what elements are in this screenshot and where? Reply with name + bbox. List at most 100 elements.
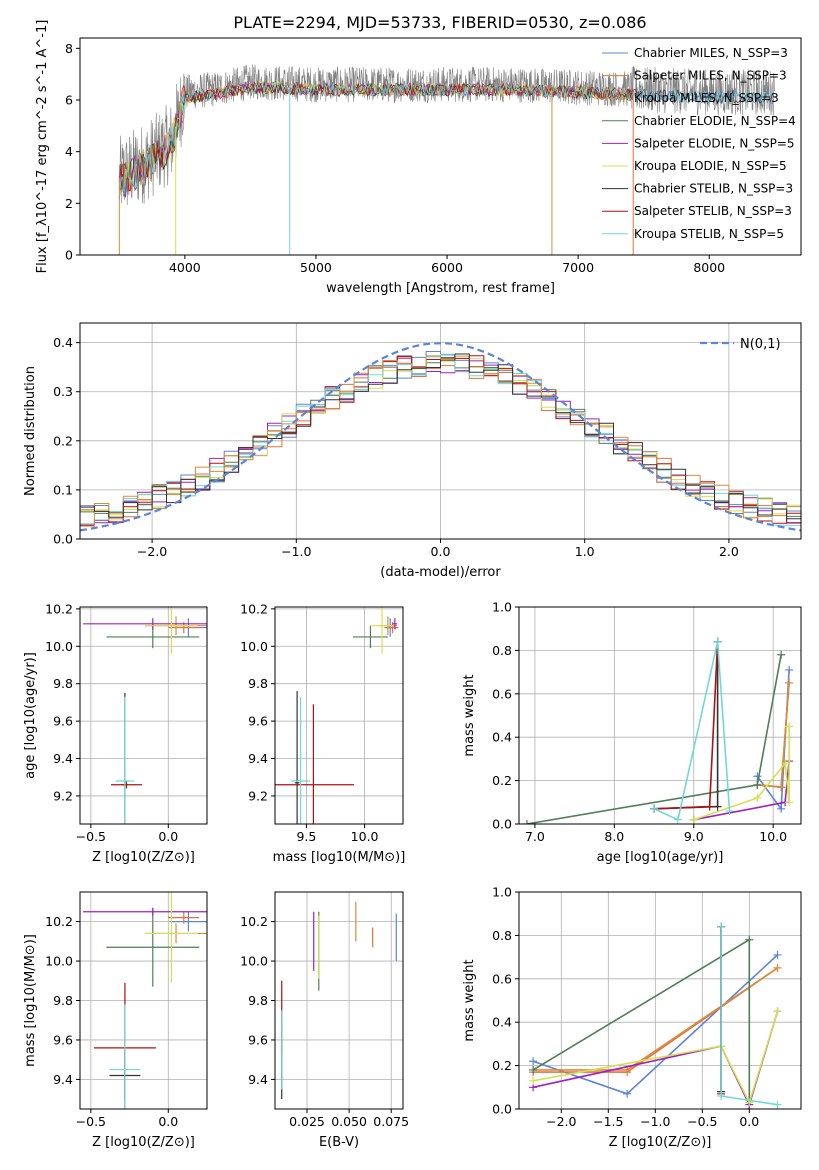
y-tick-label: 0.8 xyxy=(492,928,512,943)
plot-area xyxy=(80,342,801,532)
x-tick-label: 1.0 xyxy=(575,544,595,559)
grid-lines xyxy=(80,892,207,1109)
x-axis-label: Z [log10(Z/Z⊙)] xyxy=(92,850,195,865)
plot-area xyxy=(529,922,782,1109)
y-axis-label: mass [log10(M/M⊙)] xyxy=(23,934,38,1067)
weight-line-kroupa-elodie xyxy=(532,1011,779,1105)
y-tick-label: 9.8 xyxy=(53,676,73,691)
x-axis-label: Z [log10(Z/Z⊙)] xyxy=(92,1135,195,1150)
y-tick-label: 10.0 xyxy=(45,639,73,654)
weight-marker xyxy=(713,637,722,646)
legend-label: Chabrier ELODIE, N_SSP=4 xyxy=(634,114,796,128)
y-tick-label: 0.4 xyxy=(492,1015,512,1030)
y-tick-label: 9.2 xyxy=(53,788,73,803)
y-tick-label: 10.2 xyxy=(45,601,73,616)
weight-marker xyxy=(529,1057,538,1066)
plot-area xyxy=(281,901,397,1100)
x-axis-label: wavelength [Angstrom, rest frame] xyxy=(326,281,555,296)
histogram-steps-chabrier-stelib xyxy=(80,353,801,520)
y-tick-label: 2 xyxy=(65,196,73,211)
weight-marker xyxy=(689,815,698,824)
x-tick-label: 0.0 xyxy=(431,544,451,559)
y-tick-label: 0.6 xyxy=(492,971,512,986)
grid-lines xyxy=(275,892,403,1109)
grid-lines xyxy=(80,607,207,824)
residuals-legend: N(0,1) xyxy=(700,337,781,352)
residuals-panel: −2.0 −1.0 0.0 1.0 2.0 0.0 0.1 0.2 0.3 0.4 (data-mo… xyxy=(23,322,802,580)
y-tick-label: 9.6 xyxy=(248,1032,268,1047)
y-tick-label: 9.2 xyxy=(248,788,268,803)
mass-vs-ebv-panel: 0.025 0.050 0.075 9.4 9.6 9.8 10.0 10.2 E(B-V) xyxy=(240,891,409,1150)
x-tick-label: 9.0 xyxy=(684,829,704,844)
figure-title: PLATE=2294, MJD=53733, FIBERID=0530, z=0… xyxy=(233,13,646,32)
weight-marker xyxy=(785,798,794,807)
weight-marker xyxy=(773,1007,782,1016)
x-tick-label: 9.5 xyxy=(296,829,316,844)
grid-lines xyxy=(519,606,801,825)
model-spectrum-line-kroupa-stelib xyxy=(118,80,775,198)
y-tick-label: 9.4 xyxy=(53,1072,73,1087)
plot-area xyxy=(522,637,794,824)
gaussian-curve xyxy=(80,342,801,532)
weight-marker xyxy=(781,759,790,768)
weight-vs-age-panel: 7.0 8.0 9.0 10.0 0.0 0.2 0.4 0.6 0.8 1.0 age [log1… xyxy=(462,600,802,865)
weight-marker xyxy=(725,806,734,815)
y-axis-label: Flux [f_λ10^-17 erg cm^-2 s^-1 A^-1] xyxy=(35,20,50,274)
axes-frame xyxy=(274,606,404,825)
plot-area xyxy=(275,607,399,824)
y-tick-label: 0.4 xyxy=(53,335,73,350)
weight-marker xyxy=(777,804,786,813)
x-tick-label: 0.025 xyxy=(289,1114,325,1129)
x-tick-label: 0.0 xyxy=(739,1114,759,1129)
weight-marker xyxy=(623,1089,632,1098)
y-tick-label: 0.0 xyxy=(53,532,73,547)
legend-label: Kroupa MILES, N_SSP=3 xyxy=(634,91,779,105)
y-tick-label: 0.2 xyxy=(492,1058,512,1073)
y-axis-label: mass weight xyxy=(462,959,477,1041)
y-tick-label: 9.4 xyxy=(248,751,268,766)
mass-vs-metallicity-panel: −0.5 0.0 9.4 9.6 9.8 10.0 10.2 Z [log10(Z/Z⊙)] m… xyxy=(23,891,208,1150)
y-tick-label: 0.2 xyxy=(53,433,73,448)
y-tick-label: 0.0 xyxy=(492,817,512,832)
y-tick-label: 0.0 xyxy=(492,1102,512,1117)
y-tick-label: 9.4 xyxy=(248,1072,268,1087)
weight-marker xyxy=(773,1100,782,1109)
weight-marker xyxy=(753,780,762,789)
x-tick-label: 10.0 xyxy=(351,829,379,844)
weight-marker xyxy=(713,802,722,811)
y-tick-label: 1.0 xyxy=(492,885,512,900)
y-tick-label: 10.2 xyxy=(240,601,268,616)
x-tick-label: 8000 xyxy=(693,260,725,275)
grid-lines xyxy=(275,607,403,824)
x-tick-label: 10.0 xyxy=(759,829,787,844)
x-tick-label: −2.0 xyxy=(546,1114,576,1129)
y-tick-label: 10.2 xyxy=(240,914,268,929)
weight-marker xyxy=(785,722,794,731)
age-vs-metallicity-panel: −0.5 0.0 9.2 9.4 9.6 9.8 10.0 10.2 Z [log10(Z/Z⊙… xyxy=(23,601,208,865)
weight-marker xyxy=(705,802,714,811)
weight-vs-metallicity-panel: −2.0 −1.5 −1.0 −0.5 0.0 0.0 0.2 0.4 0.6 0.8 1.0 Z [… xyxy=(462,885,802,1150)
legend-label: Chabrier MILES, N_SSP=3 xyxy=(634,46,788,60)
weight-marker xyxy=(717,922,726,931)
axes-frame xyxy=(79,606,208,825)
spectrum-legend: Chabrier MILES, N_SSP=3 Salpeter MILES, N… xyxy=(602,46,796,241)
legend-label: Salpeter STELIB, N_SSP=3 xyxy=(634,204,792,218)
y-tick-label: 10.0 xyxy=(240,639,268,654)
y-axis-label: Normed distribution xyxy=(23,366,38,496)
y-tick-label: 4 xyxy=(65,144,73,159)
y-tick-label: 9.6 xyxy=(53,714,73,729)
x-tick-label: 0.075 xyxy=(373,1114,409,1129)
x-tick-label: 7000 xyxy=(562,260,594,275)
y-tick-label: 0.3 xyxy=(53,384,73,399)
y-tick-label: 9.6 xyxy=(248,714,268,729)
x-tick-label: 2.0 xyxy=(719,544,739,559)
axes-frame xyxy=(518,606,802,825)
legend-label: N(0,1) xyxy=(740,337,781,352)
legend-label: Salpeter MILES, N_SSP=3 xyxy=(634,69,787,83)
x-tick-label: 4000 xyxy=(169,260,201,275)
legend-label: Chabrier STELIB, N_SSP=3 xyxy=(634,182,793,196)
x-tick-label: −1.5 xyxy=(593,1114,623,1129)
x-tick-label: −1.0 xyxy=(640,1114,670,1129)
y-tick-label: 10.0 xyxy=(240,954,268,969)
